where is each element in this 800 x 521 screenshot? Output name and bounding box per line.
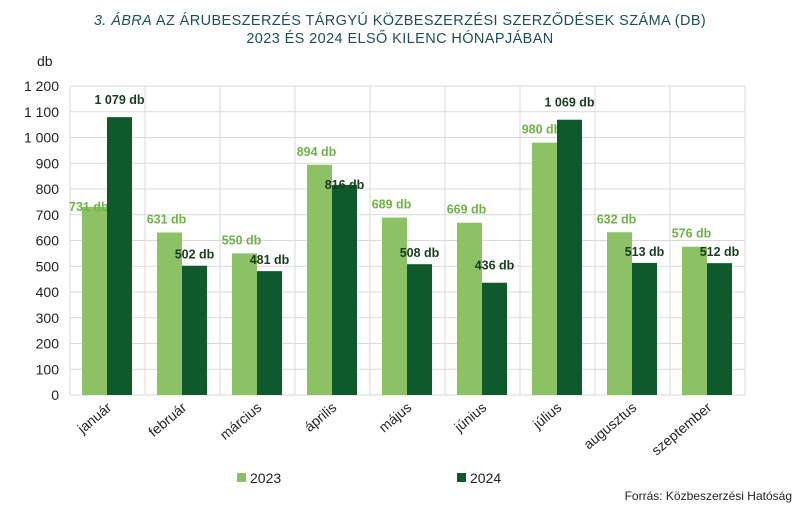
bar-2023-április [307,164,332,395]
y-tick-label: 1 200 [24,78,59,94]
x-tick-label: június [450,399,489,435]
x-tick-label: január [74,399,115,437]
source-note: Forrás: Közbeszerzési Hatóság [624,489,792,503]
legend-label-2024: 2024 [470,470,501,486]
data-label-2023: 894 db [297,145,337,159]
data-label-2023: 631 db [147,213,187,227]
bar-2024-augusztus [632,262,657,395]
y-tick-label: 200 [36,336,60,352]
bar-2023-január [82,206,107,395]
data-label-2023: 576 db [672,227,712,241]
data-label-2024: 481 db [250,253,290,267]
data-label-2024: 508 db [400,246,440,260]
bar-2024-szeptember [707,263,732,395]
chart-title-text: AZ ÁRUBESZERZÉS TÁRGYÚ KÖZBESZERZÉSI SZE… [152,13,707,29]
bar-2023-március [232,253,257,395]
data-label-2023: 669 db [447,203,487,217]
y-tick-label: 1 100 [24,104,59,120]
bar-2023-szeptember [682,246,707,395]
y-tick-label: 300 [36,310,60,326]
figure-number: 3. ÁBRA [93,13,153,29]
data-label-2023: 980 db [522,123,562,137]
chart-title-line1: 3. ÁBRA AZ ÁRUBESZERZÉS TÁRGYÚ KÖZBESZER… [0,13,800,29]
bar-2023-július [532,142,557,395]
bar-2024-május [407,264,432,395]
data-label-2024: 512 db [700,245,740,259]
y-tick-label: 1 000 [24,130,59,146]
y-tick-label: 600 [36,233,60,249]
chart-title-line2: 2023 ÉS 2024 ELSŐ KILENC HÓNAPJÁBAN [246,31,554,47]
y-tick-label: 800 [36,181,60,197]
data-label-2024: 513 db [625,245,665,259]
bar-2023-február [157,232,182,395]
y-tick-label: 400 [36,284,60,300]
y-tick-label: 500 [36,258,60,274]
x-tick-label: július [529,399,564,432]
data-label-2023: 550 db [222,233,262,247]
x-tick-label: szeptember [648,399,715,458]
x-tick-label: április [301,399,339,435]
x-tick-label: március [217,399,265,443]
x-tick-label: február [145,399,190,440]
y-tick-label: 100 [36,361,60,377]
legend-swatch-2023 [237,473,246,482]
bar-2024-február [182,265,207,395]
bar-2024-március [257,271,282,395]
data-label-2024: 1 079 db [94,93,144,107]
legend-label-2023: 2023 [250,470,281,486]
bar-2023-augusztus [607,232,632,395]
y-tick-label: 900 [36,155,60,171]
bar-2024-június [482,282,507,395]
data-label-2023: 731 db [69,200,109,214]
x-tick-label: május [376,399,415,435]
legend-swatch-2024 [457,473,466,482]
bar-2024-január [107,117,132,395]
data-label-2024: 1 069 db [544,96,594,110]
data-label-2024: 502 db [175,248,215,262]
bar-2024-július [557,119,582,396]
y-tick-label: 0 [51,387,59,403]
data-label-2024: 436 db [475,259,515,273]
x-tick-label: augusztus [580,399,639,452]
data-label-2024: 816 db [325,178,365,192]
bar-2023-május [382,217,407,395]
data-label-2023: 632 db [597,212,637,226]
data-label-2023: 689 db [372,198,412,212]
bar-2024-április [332,184,357,395]
bar-2023-június [457,222,482,395]
y-tick-label: 700 [36,207,60,223]
y-axis-label: db [37,53,53,69]
